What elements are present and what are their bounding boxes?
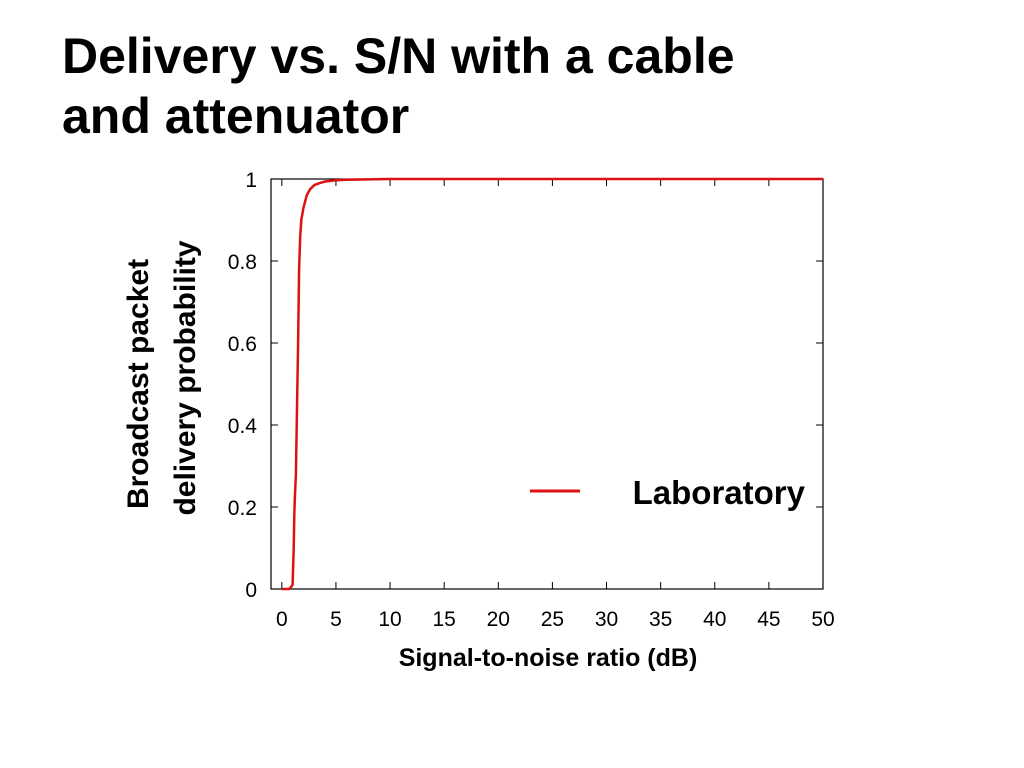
plot-frame [270,178,824,590]
x-tick-label: 25 [541,608,564,631]
slide-title-line1: Delivery vs. S/N with a cable [62,28,735,84]
y-axis-label-line1: Broadcast packet [122,259,155,509]
y-tick-label: 0.2 [228,497,257,520]
x-tick-label: 45 [757,608,780,631]
series-group [281,177,823,591]
x-axis-label: Signal-to-noise ratio (dB) [399,644,698,672]
y-tick-label: 0.6 [228,333,257,356]
x-tick-label: 0 [276,608,288,631]
y-axis-label-line2: delivery probability [169,240,202,515]
x-tick-label: 5 [330,608,342,631]
x-tick-label: 30 [595,608,618,631]
x-tick-label: 15 [432,608,455,631]
x-tick-label: 10 [378,608,401,631]
y-tick-label: 0.8 [228,251,257,274]
x-tick-label: 40 [703,608,726,631]
legend-label-laboratory: Laboratory [633,474,806,511]
y-tick-label: 0 [245,579,257,602]
tick-group: 0 5 10 15 20 25 30 35 40 45 50 0 0.2 0.4 0.6 0.8 1 [228,169,835,631]
x-tick-label: 50 [811,608,834,631]
y-tick-label: 0.4 [228,415,258,438]
y-tick-label: 1 [245,169,257,192]
legend: Laboratory [530,474,806,511]
x-tick-label: 20 [487,608,510,631]
slide-title-line2: and attenuator [62,88,410,144]
series-line-laboratory [281,177,823,591]
slide-title: Delivery vs. S/N with a cable and attenu… [62,26,962,146]
x-tick-label: 35 [649,608,672,631]
